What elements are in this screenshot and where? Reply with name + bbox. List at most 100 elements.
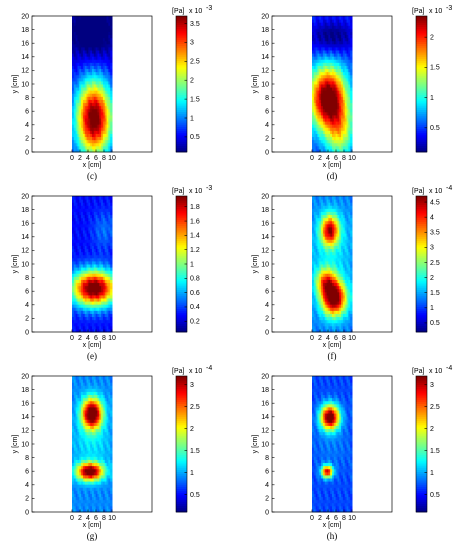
heatmap-cell [330, 285, 333, 290]
heatmap-cell [328, 77, 331, 82]
heatmap-cell [102, 264, 106, 268]
heatmap-cell [84, 93, 88, 97]
heatmap-cell [82, 22, 86, 26]
heatmap-cell [73, 294, 77, 299]
heatmap-cell [337, 301, 340, 305]
heatmap-cell [312, 214, 315, 219]
heatmap-cell [330, 322, 333, 327]
heatmap-cell [319, 205, 322, 209]
heatmap-cell [73, 394, 77, 399]
heatmap-cell [350, 273, 353, 277]
heatmap-cell [101, 74, 104, 79]
heatmap-cell [95, 388, 98, 392]
heatmap-cell [82, 223, 86, 228]
heatmap-cell [88, 496, 91, 501]
heatmap-cell [328, 291, 331, 296]
x-axis-label: x [cm] [323, 342, 342, 349]
heatmap-cell [73, 220, 77, 225]
heatmap-cell [348, 53, 351, 57]
x-tick-label: 8 [102, 155, 106, 162]
heatmap-cell [322, 313, 326, 318]
heatmap-cell [315, 50, 318, 54]
heatmap-cell [81, 133, 84, 138]
heatmap-cell [73, 465, 77, 470]
heatmap-cell [90, 46, 93, 51]
heatmap-cell [342, 248, 346, 253]
heatmap-cell [330, 22, 333, 26]
colorbar-band [416, 84, 427, 87]
heatmap-cell [332, 121, 335, 125]
heatmap-cell [82, 202, 86, 206]
heatmap-cell [104, 37, 108, 42]
heatmap-cell [72, 456, 75, 460]
heatmap-cell [348, 260, 351, 265]
heatmap-cell [101, 108, 104, 113]
colorbar-band [416, 39, 427, 42]
heatmap-cell [341, 133, 344, 138]
heatmap-cell [77, 431, 80, 436]
heatmap-cell [84, 71, 88, 76]
heatmap-cell [319, 136, 322, 141]
heatmap-cell [342, 282, 346, 287]
heatmap-cell [92, 437, 95, 442]
heatmap-cell [348, 242, 351, 246]
heatmap-cell [312, 288, 315, 293]
heatmap-cell [99, 276, 102, 280]
heatmap-cell [342, 325, 346, 330]
heatmap-cell [330, 230, 333, 234]
heatmap-cell [104, 46, 108, 51]
heatmap-cell [344, 310, 348, 314]
heatmap-cell [344, 264, 348, 268]
heatmap-cell [330, 260, 333, 265]
heatmap-cell [110, 53, 113, 57]
heatmap-cell [77, 121, 80, 125]
heatmap-cell [313, 87, 317, 91]
heatmap-cell [110, 251, 113, 256]
heatmap-cell [101, 37, 104, 42]
heatmap-cell [88, 468, 91, 473]
heatmap-cell [108, 270, 111, 274]
heatmap-cell [110, 230, 113, 234]
heatmap-cell [337, 322, 340, 327]
heatmap-cell [88, 226, 91, 231]
heatmap-cell [332, 254, 335, 259]
heatmap-cell [93, 267, 97, 271]
heatmap-cell [88, 453, 91, 457]
heatmap-cell [312, 133, 315, 138]
heatmap-cell [321, 223, 324, 228]
heatmap-cell [77, 217, 80, 222]
heatmap-cell [328, 148, 331, 153]
heatmap-cell [75, 43, 78, 48]
heatmap-cell [82, 90, 86, 94]
heatmap-cell [95, 487, 98, 491]
heatmap-cell [73, 413, 77, 417]
heatmap-cell [333, 130, 337, 134]
heatmap-cell [93, 251, 97, 256]
heatmap-cell [326, 96, 329, 100]
heatmap-cell [84, 313, 88, 318]
heatmap-cell [348, 77, 351, 82]
heatmap-cell [77, 108, 80, 113]
heatmap-cell [110, 142, 113, 147]
heatmap-cell [337, 136, 340, 141]
heatmap-cell [93, 447, 97, 451]
heatmap-cell [330, 136, 333, 141]
heatmap-cell [90, 447, 93, 451]
heatmap-cell [81, 431, 84, 436]
heatmap-cell [324, 19, 328, 23]
heatmap-cell [346, 196, 349, 200]
heatmap-cell [77, 508, 80, 513]
heatmap-cell [312, 145, 315, 150]
heatmap-cell [86, 31, 89, 36]
heatmap-cell [339, 239, 342, 243]
heatmap-cell [84, 68, 88, 73]
heatmap-cell [321, 90, 324, 94]
colorbar-band [176, 120, 187, 123]
heatmap-cell [81, 25, 84, 29]
heatmap-cell [73, 59, 77, 63]
heatmap-cell [313, 139, 317, 144]
colorbar-unit: [Pa] [172, 8, 185, 15]
heatmap-cell [339, 316, 342, 321]
heatmap-cell [72, 102, 75, 107]
heatmap-cell [339, 313, 342, 318]
